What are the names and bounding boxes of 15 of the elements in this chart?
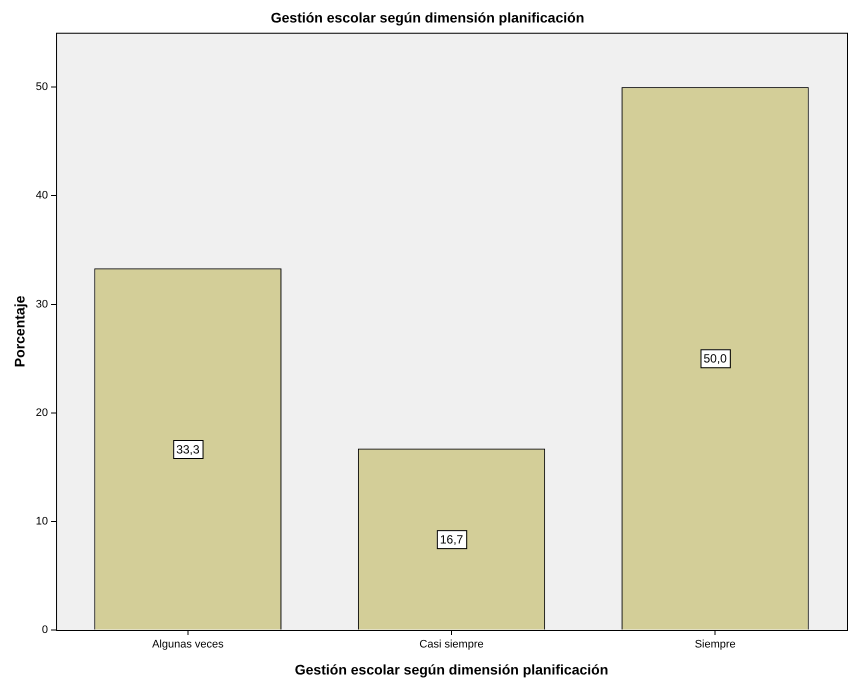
y-tick-label: 20 — [36, 406, 48, 419]
y-tick-label: 0 — [42, 624, 48, 636]
y-tick-label: 10 — [36, 515, 48, 528]
chart-title: Gestión escolar según dimensión planificación — [270, 9, 584, 26]
data-label: 50,0 — [703, 352, 728, 366]
y-tick-label: 50 — [36, 81, 48, 94]
data-label: 33,3 — [176, 442, 200, 456]
x-tick-label: Siempre — [694, 638, 736, 651]
y-axis-title: Porcentaje — [11, 295, 28, 368]
y-tick-label: 30 — [36, 298, 48, 310]
x-tick-label: Algunas veces — [152, 638, 224, 651]
x-axis-title: Gestión escolar según dimensión planificación — [294, 661, 608, 678]
x-tick-label: Casi siempre — [419, 638, 484, 651]
y-tick-label: 40 — [36, 190, 48, 202]
data-label: 16,7 — [440, 532, 464, 546]
